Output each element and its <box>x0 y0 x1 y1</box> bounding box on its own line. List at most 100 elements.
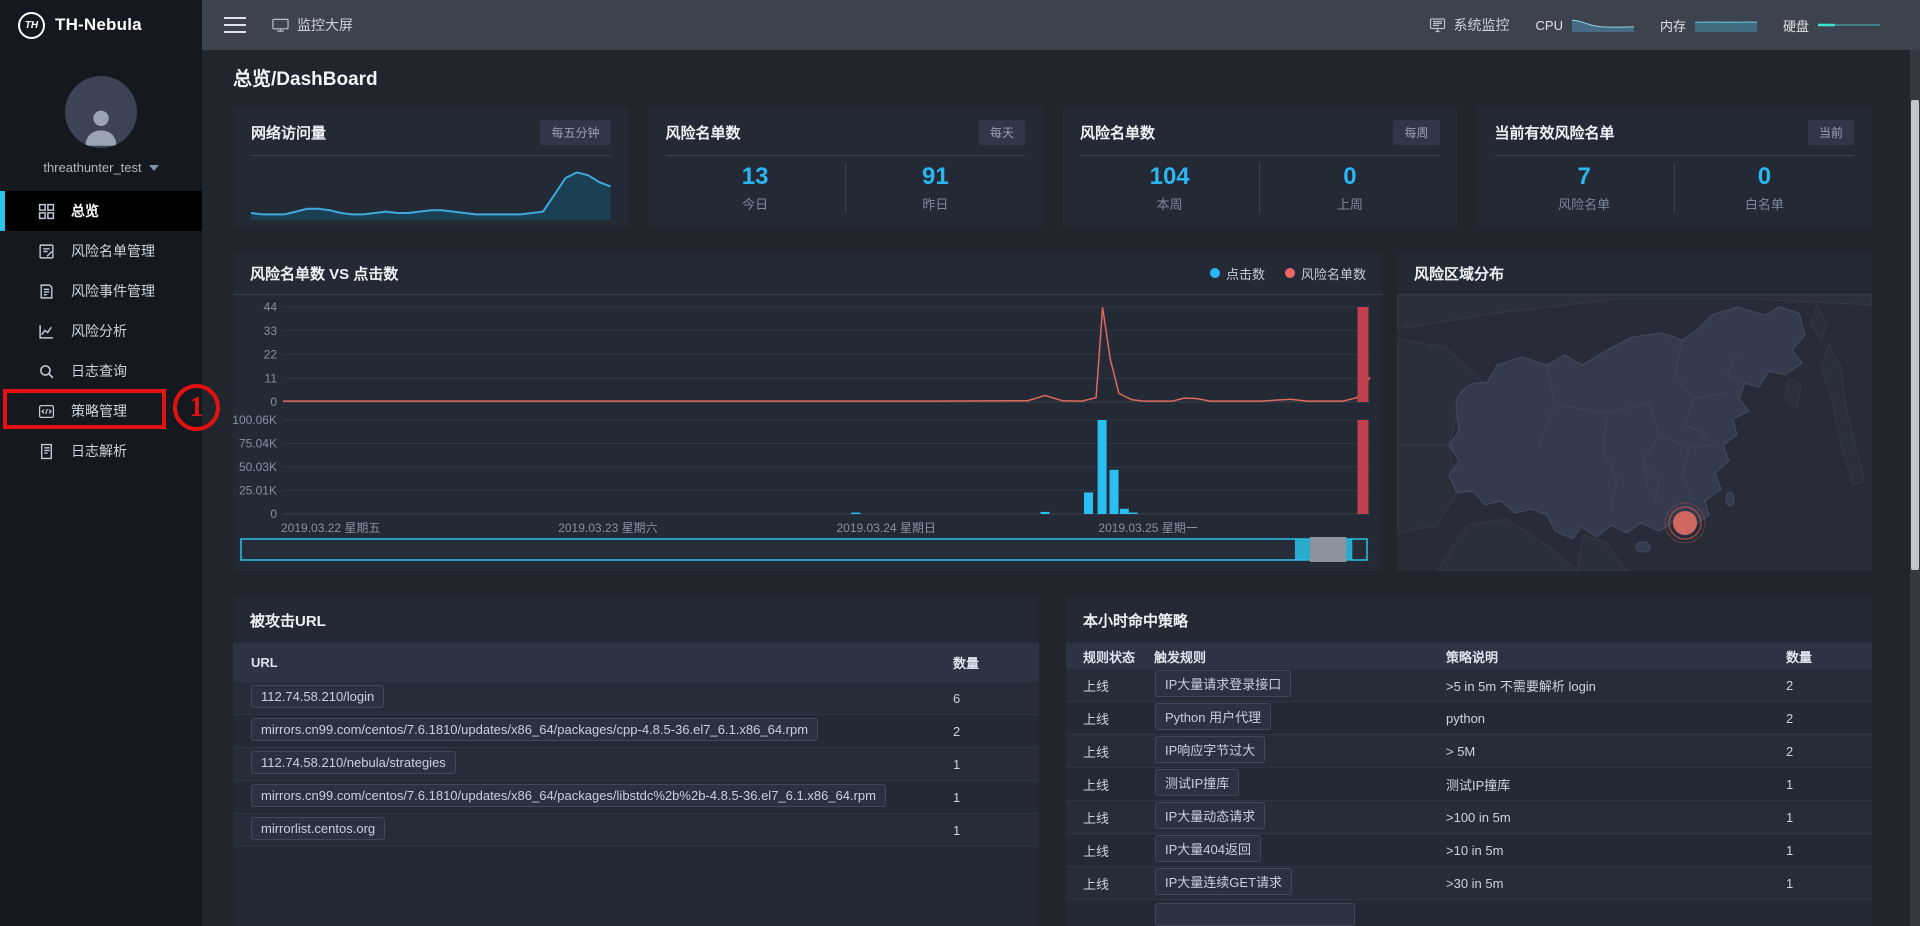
trigger-rule-chip[interactable]: IP大量动态请求 <box>1155 802 1266 829</box>
svg-text:22: 22 <box>264 348 278 362</box>
clicks-bar <box>1119 508 1129 514</box>
url-count: 2 <box>953 723 961 739</box>
svg-text:0: 0 <box>270 507 277 521</box>
trigger-rule-chip[interactable]: IP响应字节过大 <box>1155 736 1266 763</box>
china-map[interactable] <box>1397 294 1872 571</box>
search-icon <box>38 363 55 380</box>
clicks-bar <box>1040 511 1050 514</box>
stat-value: 7 <box>1577 163 1591 190</box>
china-outline <box>1448 306 1806 540</box>
url-table-row: mirrorlist.centos.org 1 <box>233 814 1039 847</box>
trigger-rule-chip[interactable]: Python 用户代理 <box>1155 703 1272 730</box>
hamburger-icon[interactable] <box>224 17 246 33</box>
svg-text:2019.03.25 星期一: 2019.03.25 星期一 <box>1098 521 1197 535</box>
trigger-rule-chip[interactable]: 测试IP撞库 <box>1155 769 1240 796</box>
legend-dot-icon <box>1284 268 1295 278</box>
strategy-desc: >100 in 5m <box>1446 809 1511 825</box>
memory-sparkline <box>1694 21 1757 32</box>
clicks-bar <box>851 512 861 514</box>
system-monitor-link[interactable]: 系统监控 <box>1429 15 1510 35</box>
attacked-url-chip[interactable]: mirrors.cn99.com/centos/7.6.1810/updates… <box>251 718 819 741</box>
legend-item-clicks[interactable]: 点击数 <box>1209 264 1265 283</box>
strategy-count: 2 <box>1786 710 1794 726</box>
rule-status: 上线 <box>1083 678 1110 694</box>
attacked-url-chip[interactable]: 112.74.58.210/login <box>251 685 385 708</box>
strategy-desc: >30 in 5m <box>1446 875 1504 891</box>
sidebar-nav: 总览风险名单管理风险事件管理 风险分析日志查询策略管理 日志解析 <box>0 191 202 471</box>
strategy-table-row: 上线 Python 用户代理 python 2 <box>1066 702 1872 735</box>
table-title: 被攻击URL <box>250 613 326 630</box>
sidebar-item-日志查询[interactable]: 日志查询 <box>0 351 202 391</box>
card-title: 当前有效风险名单 <box>1494 125 1615 142</box>
stat-value: 0 <box>1343 163 1357 190</box>
analysis-chart-icon <box>38 323 55 340</box>
rule-status: 上线 <box>1083 777 1110 793</box>
sidebar-item-日志解析[interactable]: 日志解析 <box>0 431 202 471</box>
risk-vs-clicks-chart[interactable]: 0 0 11 25.01K 22 50.03K 33 75.04K 44 100.06K 2019.… <box>233 295 1383 571</box>
user-icon <box>85 110 117 146</box>
card-network-traffic: 网络访问量 每五分钟 <box>233 107 629 228</box>
url-table-row: mirrors.cn99.com/centos/7.6.1810/updates… <box>233 715 1039 748</box>
monitor-screen-link[interactable]: 监控大屏 <box>272 15 353 35</box>
cpu-gauge: CPU <box>1536 17 1634 33</box>
table-header: URL 数量 <box>233 643 1039 682</box>
memory-gauge: 内存 <box>1660 16 1757 35</box>
url-count: 1 <box>953 789 961 805</box>
scrollbar-track[interactable] <box>1910 50 1920 926</box>
map-risk-marker[interactable] <box>1664 502 1706 544</box>
avatar[interactable] <box>65 76 137 148</box>
stat-label: 风险名单 <box>1558 197 1611 212</box>
trigger-rule-chip[interactable]: IP大量连续GET请求 <box>1155 868 1293 895</box>
risk-region-panel: 风险区域分布 <box>1397 252 1872 571</box>
cpu-sparkline <box>1571 19 1634 32</box>
url-table-row: 112.74.58.210/nebula/strategies 1 <box>233 748 1039 781</box>
sidebar-item-风险事件管理[interactable]: 风险事件管理 <box>0 271 202 311</box>
trigger-rule-chip[interactable]: IP大量请求登录接口 <box>1155 670 1292 697</box>
disk-gauge: 硬盘 <box>1783 16 1880 35</box>
user-menu[interactable]: threathunter_test <box>0 160 202 175</box>
stat-value: 104 <box>1149 163 1190 190</box>
brand-logo-icon: TH <box>18 11 45 39</box>
strategy-table-row: 上线 IP大量请求登录接口 >5 in 5m 不需要解析 login 2 <box>1066 669 1872 702</box>
disk-label: 硬盘 <box>1782 18 1809 34</box>
strategy-code-icon <box>38 403 55 420</box>
hit-strategy-panel: 本小时命中策略 规则状态 触发规则 策略说明 数量 上线 IP大量请求登录接口 >5… <box>1066 596 1872 926</box>
trigger-rule-chip[interactable]: IP大量404返回 <box>1155 835 1261 862</box>
province-borders <box>1538 339 1746 510</box>
taiwan-island <box>1725 491 1735 507</box>
grid-icon <box>38 203 55 220</box>
risk-list-icon <box>38 243 55 260</box>
strategy-count: 1 <box>1786 875 1794 891</box>
svg-text:33: 33 <box>264 324 278 338</box>
sidebar-item-label: 日志查询 <box>71 363 127 379</box>
strategy-count: 1 <box>1786 776 1794 792</box>
url-count: 1 <box>953 822 961 838</box>
system-monitor-icon <box>1429 17 1445 32</box>
rule-status: 上线 <box>1083 843 1110 859</box>
stat-cards-row: 网络访问量 每五分钟 风险名单数 每天 13 今日 <box>233 107 1872 228</box>
scrollbar-thumb[interactable] <box>1911 100 1919 570</box>
sidebar-item-风险名单管理[interactable]: 风险名单管理 <box>0 231 202 271</box>
risk-list-line <box>283 307 1371 402</box>
stat-label: 昨日 <box>922 197 949 212</box>
attacked-url-chip[interactable]: mirrors.cn99.com/centos/7.6.1810/updates… <box>251 784 886 807</box>
svg-text:2019.03.22 星期五: 2019.03.22 星期五 <box>281 521 380 535</box>
sidebar-item-总览[interactable]: 总览 <box>0 191 202 231</box>
sidebar-item-风险分析[interactable]: 风险分析 <box>0 311 202 351</box>
brand: TH TH-Nebula <box>0 0 202 50</box>
attacked-url-chip[interactable]: mirrorlist.centos.org <box>251 817 386 840</box>
sidebar-item-label: 风险名单管理 <box>71 243 155 259</box>
chevron-down-icon <box>148 164 159 171</box>
sidebar-item-策略管理[interactable]: 策略管理 <box>0 391 202 431</box>
interval-badge: 当前 <box>1807 120 1854 145</box>
attacked-url-chip[interactable]: 112.74.58.210/nebula/strategies <box>251 751 456 774</box>
svg-text:2019.03.23 星期六: 2019.03.23 星期六 <box>558 521 657 535</box>
trigger-rule-chip[interactable] <box>1155 903 1355 926</box>
legend-item-risklist[interactable]: 风险名单数 <box>1284 264 1366 283</box>
stat-label: 本周 <box>1156 197 1183 212</box>
current-marker-bar <box>1357 307 1369 402</box>
stat-value: 91 <box>922 163 949 190</box>
stat-value: 13 <box>741 163 769 190</box>
legend-dot-icon <box>1209 268 1220 278</box>
